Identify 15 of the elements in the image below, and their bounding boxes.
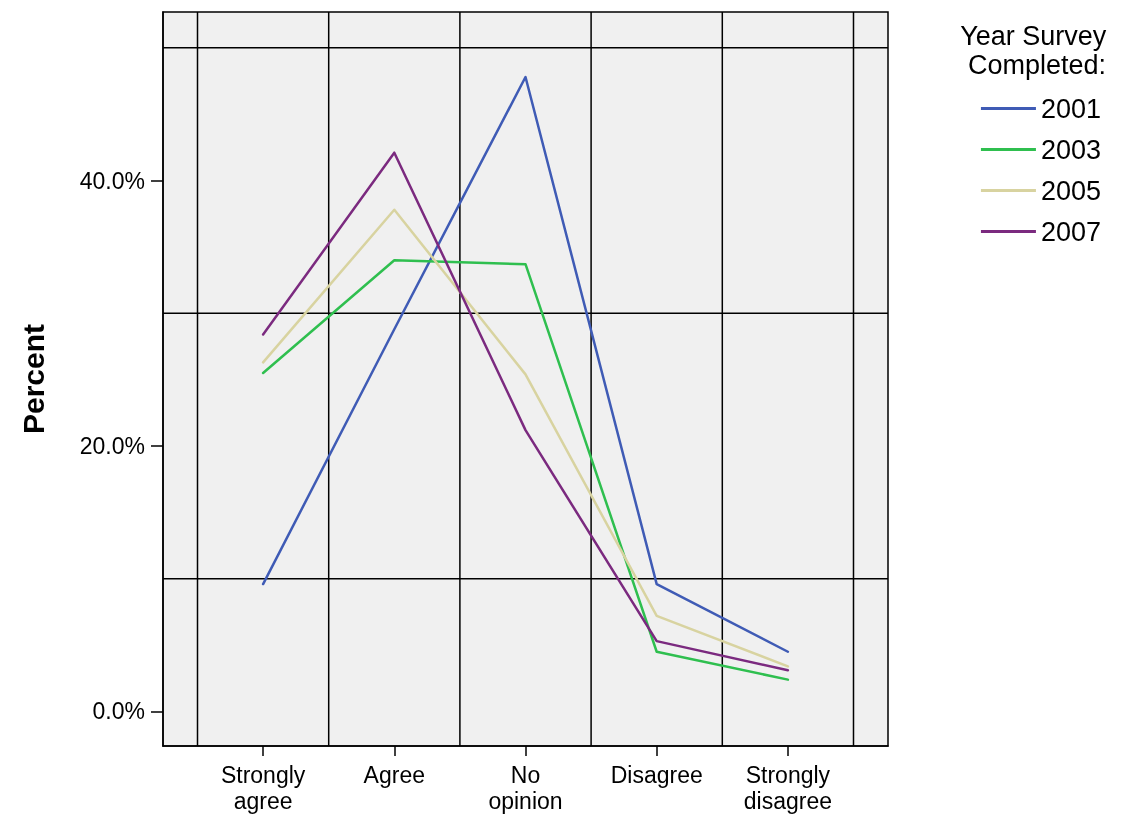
legend-label: 2007 bbox=[1040, 216, 1102, 247]
y-tick-label: 20.0% bbox=[79, 433, 145, 460]
legend-label: 2001 bbox=[1040, 93, 1102, 124]
x-tick-label: No opinion bbox=[488, 762, 563, 814]
y-tick-label: 40.0% bbox=[79, 167, 145, 194]
y-tick-label: 0.0% bbox=[92, 698, 145, 725]
x-tick-label: Agree bbox=[363, 762, 425, 788]
legend-title: Year Survey Completed: bbox=[960, 20, 1114, 80]
x-tick-label: Disagree bbox=[610, 762, 703, 788]
x-tick-label: Strongly disagree bbox=[743, 762, 833, 814]
legend-label: 2003 bbox=[1040, 134, 1102, 165]
legend-label: 2005 bbox=[1040, 175, 1102, 206]
y-axis-title: Percent bbox=[16, 323, 50, 435]
line-series bbox=[261, 75, 790, 654]
x-tick-label: Strongly agree bbox=[220, 762, 306, 814]
